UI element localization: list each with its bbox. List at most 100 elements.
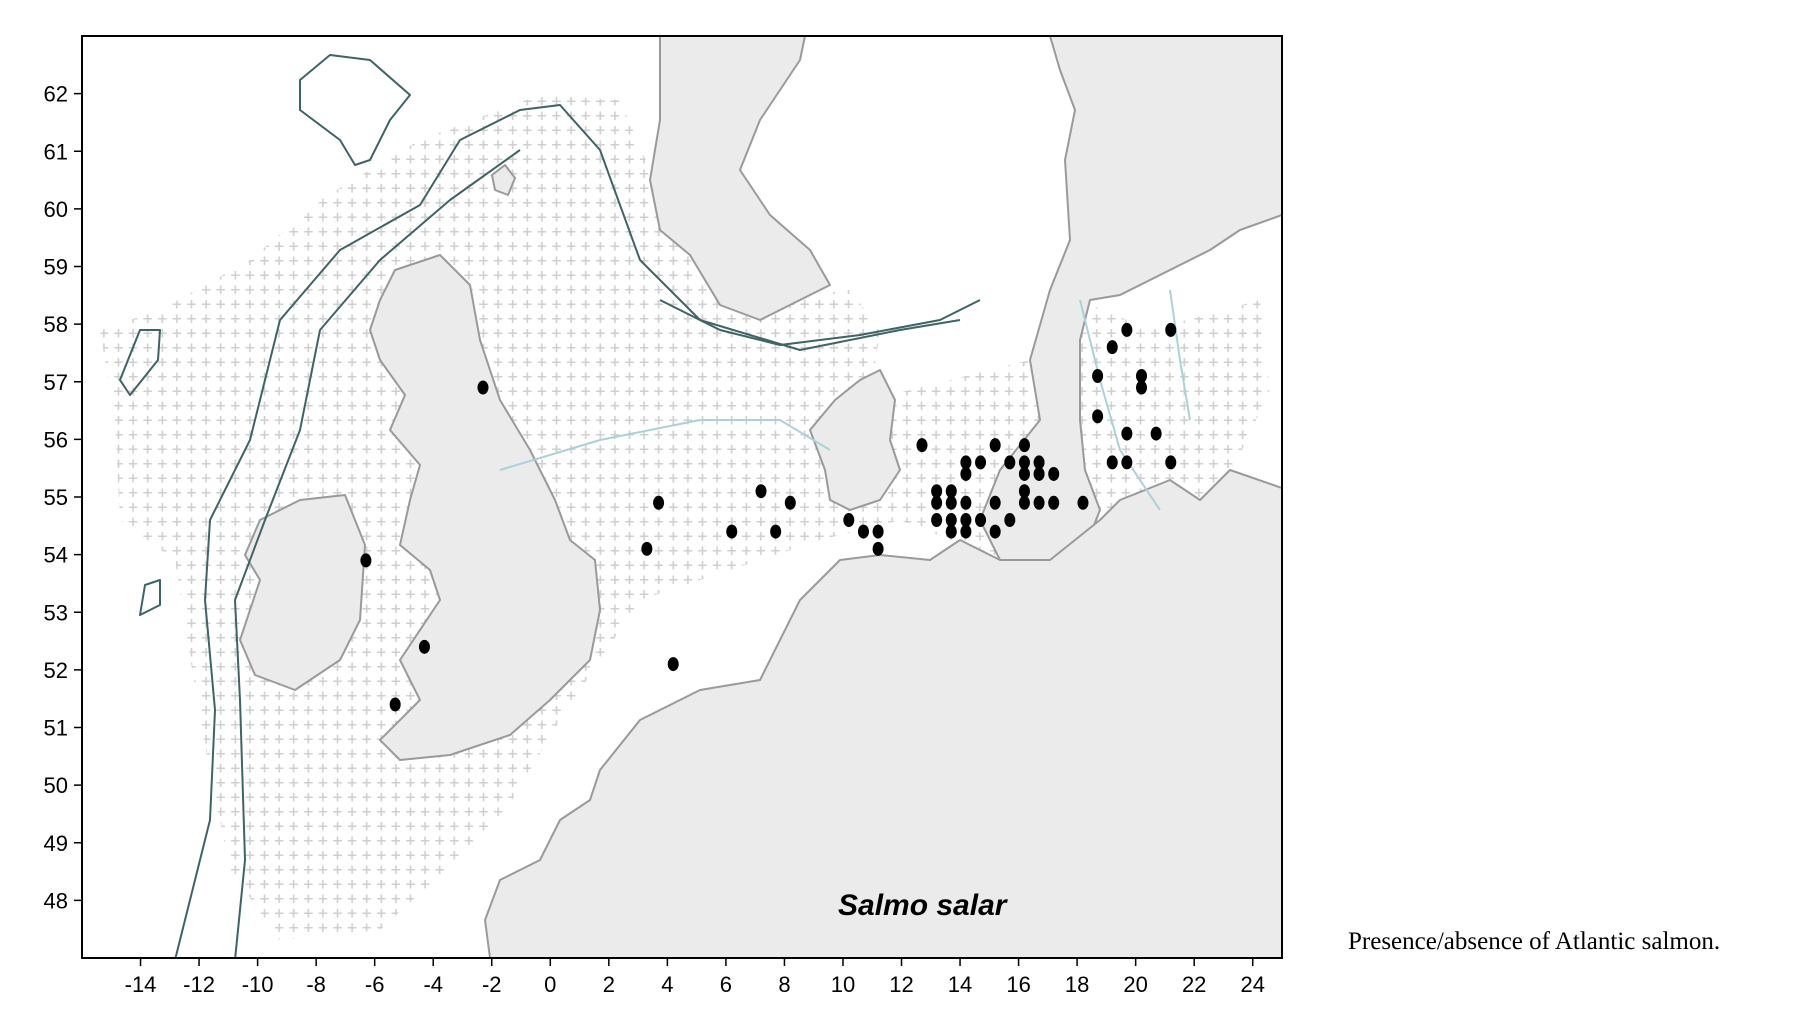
- land-faroe-shetland: [491, 164, 516, 196]
- presence-marker: [726, 524, 738, 539]
- shallow-contour-north-sea: [499, 419, 831, 471]
- presence-marker: [389, 697, 401, 712]
- norwegian-trench-contour: [659, 299, 981, 346]
- presence-marker: [1004, 455, 1016, 470]
- land-masses: [239, 36, 1282, 958]
- presence-marker: [931, 484, 943, 499]
- x-tick-label: 2: [603, 972, 615, 997]
- presence-marker: [931, 495, 943, 510]
- presence-marker: [1077, 495, 1089, 510]
- presence-marker: [755, 484, 767, 499]
- land-norway: [649, 36, 831, 321]
- presence-marker: [1033, 455, 1045, 470]
- presence-marker: [960, 524, 972, 539]
- shelf-edge-contour: [174, 104, 961, 958]
- presence-marker: [1121, 426, 1133, 441]
- presence-marker: [945, 495, 957, 510]
- presence-marker: [989, 524, 1001, 539]
- presence-marker: [1136, 380, 1148, 395]
- x-tick-label: -4: [423, 972, 443, 997]
- presence-marker: [843, 513, 855, 528]
- y-tick-label: 52: [44, 658, 68, 683]
- presence-marker: [477, 380, 489, 395]
- y-tick-label: 51: [44, 716, 68, 741]
- x-tick-label: 24: [1240, 972, 1264, 997]
- y-tick-label: 59: [44, 255, 68, 280]
- presence-marker: [989, 495, 1001, 510]
- presence-marker: [1033, 466, 1045, 481]
- presence-marker: [360, 553, 372, 568]
- presence-marker: [945, 513, 957, 528]
- x-tick-label: 22: [1182, 972, 1206, 997]
- y-tick-label: 55: [44, 485, 68, 510]
- species-label: Salmo salar: [838, 889, 1009, 922]
- presence-marker: [641, 541, 653, 556]
- presence-marker: [960, 455, 972, 470]
- y-tick-label: 54: [44, 543, 68, 568]
- x-tick-label: 16: [1006, 972, 1030, 997]
- presence-marker: [1033, 495, 1045, 510]
- figure-caption: Presence/absence of Atlantic salmon.: [1348, 928, 1721, 955]
- x-tick-label: -12: [183, 972, 215, 997]
- presence-marker: [960, 513, 972, 528]
- x-axis: -14 -12 -10 -8 -6 -4 -2 0 2 4 6 8 10 12 14 16 18 20 22 24: [125, 958, 1265, 997]
- rockall-contour: [119, 329, 161, 396]
- presence-marker: [1018, 455, 1030, 470]
- presence-marker: [945, 524, 957, 539]
- presence-marker: [960, 495, 972, 510]
- x-tick-label: 10: [831, 972, 855, 997]
- presence-marker: [1106, 455, 1118, 470]
- presence-marker: [1150, 426, 1162, 441]
- presence-marker: [1165, 455, 1177, 470]
- presence-marker: [653, 495, 665, 510]
- x-tick-label: 14: [948, 972, 972, 997]
- presence-marker: [1092, 409, 1104, 424]
- x-tick-label: -8: [306, 972, 326, 997]
- presence-marker: [1048, 466, 1060, 481]
- x-tick-label: 12: [889, 972, 913, 997]
- presence-marker: [960, 466, 972, 481]
- presence-marker: [945, 484, 957, 499]
- presence-marker: [1121, 455, 1133, 470]
- presence-marker: [872, 524, 884, 539]
- presence-markers: [360, 322, 1177, 712]
- presence-marker: [784, 495, 796, 510]
- depth-contours: [119, 54, 1191, 958]
- presence-marker: [667, 657, 679, 672]
- y-tick-label: 48: [44, 888, 68, 913]
- presence-marker: [1165, 322, 1177, 337]
- presence-marker: [1092, 368, 1104, 383]
- presence-marker: [1048, 495, 1060, 510]
- y-tick-label: 56: [44, 427, 68, 452]
- y-tick-label: 50: [44, 773, 68, 798]
- outer-contour: [234, 149, 521, 958]
- presence-marker: [975, 455, 987, 470]
- presence-marker: [857, 524, 869, 539]
- presence-marker: [1018, 495, 1030, 510]
- x-tick-label: 8: [778, 972, 790, 997]
- y-tick-label: 53: [44, 600, 68, 625]
- x-tick-label: -2: [482, 972, 502, 997]
- y-axis: 62 61 60 59 58 57 56 55 54 53 52 51 50 49 48: [44, 82, 82, 913]
- shallow-contour-baltic: [1079, 289, 1191, 511]
- presence-marker: [989, 438, 1001, 453]
- x-tick-label: 6: [720, 972, 732, 997]
- x-tick-label: 20: [1123, 972, 1147, 997]
- x-tick-label: -6: [365, 972, 385, 997]
- presence-marker: [1018, 484, 1030, 499]
- presence-marker: [418, 639, 430, 654]
- presence-marker: [770, 524, 782, 539]
- presence-marker: [872, 541, 884, 556]
- faroe-contour: [299, 54, 411, 166]
- presence-marker: [931, 513, 943, 528]
- land-ireland: [239, 494, 366, 691]
- presence-marker: [1121, 322, 1133, 337]
- x-tick-label: -10: [242, 972, 274, 997]
- y-tick-label: 61: [44, 139, 68, 164]
- y-tick-label: 62: [44, 82, 68, 107]
- porcupine-contour: [139, 579, 161, 616]
- y-tick-label: 58: [44, 312, 68, 337]
- presence-marker: [975, 513, 987, 528]
- x-tick-label: 4: [661, 972, 673, 997]
- land-great-britain: [369, 254, 601, 761]
